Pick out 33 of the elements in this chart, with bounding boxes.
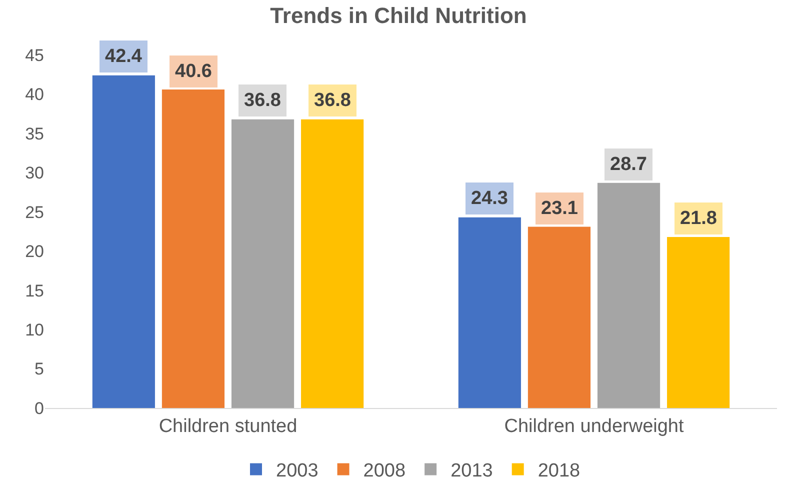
- bar: [301, 119, 364, 408]
- data-label: 42.4: [105, 46, 142, 67]
- bar: [667, 236, 730, 408]
- bar: [458, 217, 521, 408]
- bar: [92, 75, 155, 408]
- bar: [162, 90, 225, 408]
- bar: [528, 226, 591, 408]
- data-label: 28.7: [610, 154, 647, 175]
- y-tick-label: 45: [25, 46, 44, 65]
- x-tick-label: Children underweight: [504, 416, 684, 437]
- y-tick-label: 20: [25, 242, 44, 262]
- bar: [597, 182, 660, 408]
- legend-label: 2018: [538, 460, 580, 482]
- y-tick-label: 15: [25, 281, 44, 300]
- y-tick-label: 40: [25, 85, 44, 104]
- legend-label: 2003: [276, 460, 318, 482]
- bar: [231, 119, 294, 408]
- data-label: 23.1: [541, 198, 578, 219]
- data-label: 36.8: [314, 90, 351, 111]
- chart-title: Trends in Child Nutrition: [270, 2, 527, 28]
- y-tick-label: 30: [25, 164, 44, 183]
- data-label: 21.8: [680, 208, 717, 229]
- y-tick-label: 5: [34, 360, 44, 379]
- data-label: 40.6: [175, 61, 212, 82]
- y-tick-label: 10: [25, 320, 44, 340]
- y-tick-label: 25: [25, 202, 44, 222]
- legend-label: 2008: [363, 460, 406, 482]
- legend-label: 2013: [450, 460, 493, 482]
- y-tick-label: 0: [34, 398, 44, 418]
- data-label: 36.8: [244, 90, 281, 111]
- y-tick-label: 35: [25, 124, 44, 144]
- x-tick-label: Children stunted: [158, 416, 298, 437]
- data-label: 24.3: [471, 188, 508, 209]
